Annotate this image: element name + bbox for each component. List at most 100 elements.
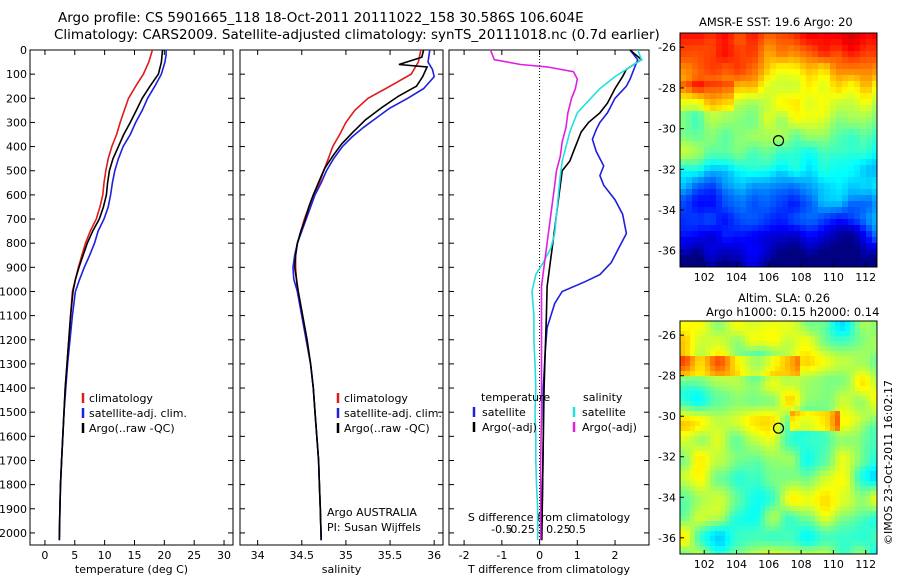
heatmap-cell: [775, 516, 780, 521]
heatmap-cell: [700, 406, 705, 411]
heatmap-cell: [770, 366, 775, 371]
heatmap-cell: [785, 476, 790, 481]
heatmap-cell: [815, 446, 820, 451]
heatmap-cell: [760, 386, 765, 391]
heatmap-cell: [825, 426, 830, 431]
heatmap-cell: [755, 356, 760, 361]
heatmap-cell: [745, 421, 750, 426]
heatmap-cell: [785, 466, 790, 471]
heatmap-cell: [705, 406, 710, 411]
heatmap-cell: [854, 153, 860, 159]
heatmap-cell: [758, 39, 764, 45]
heatmap-cell: [795, 341, 800, 346]
heatmap-cell: [824, 75, 830, 81]
heatmap-cell: [865, 426, 870, 431]
heatmap-cell: [805, 426, 810, 431]
heatmap-cell: [855, 396, 860, 401]
x-tick-label: -2: [459, 549, 470, 562]
heatmap-cell: [865, 526, 870, 531]
heatmap-cell: [720, 476, 725, 481]
heatmap-cell: [752, 123, 758, 129]
heatmap-cell: [704, 159, 710, 165]
heatmap-cell: [705, 421, 710, 426]
heatmap-cell: [680, 536, 685, 541]
heatmap-cell: [820, 386, 825, 391]
heatmap-cell: [870, 541, 875, 546]
heatmap-cell: [820, 406, 825, 411]
heatmap-cell: [740, 496, 745, 501]
heatmap-cell: [750, 501, 755, 506]
heatmap-cell: [810, 481, 815, 486]
heatmap-cell: [840, 481, 845, 486]
heatmap-cell: [800, 331, 805, 336]
heatmap-cell: [840, 511, 845, 516]
heatmap-cell: [820, 351, 825, 356]
heatmap-cell: [795, 496, 800, 501]
heatmap-cell: [725, 531, 730, 536]
heatmap-cell: [848, 105, 854, 111]
heatmap-cell: [680, 356, 685, 361]
legend-label: Argo(-adj): [482, 421, 537, 434]
heatmap-cell: [765, 546, 770, 551]
heatmap-cell: [775, 481, 780, 486]
heatmap-cell: [760, 541, 765, 546]
heatmap-cell: [765, 441, 770, 446]
heatmap-cell: [794, 189, 800, 195]
heatmap-cell: [725, 436, 730, 441]
heatmap-cell: [720, 436, 725, 441]
heatmap-cell: [695, 346, 700, 351]
heatmap-cell: [830, 451, 835, 456]
heatmap-cell: [815, 421, 820, 426]
heatmap-cell: [740, 81, 746, 87]
heatmap-cell: [824, 249, 830, 255]
heatmap-cell: [720, 536, 725, 541]
heatmap-cell: [850, 326, 855, 331]
heatmap-cell: [860, 456, 865, 461]
heatmap-cell: [870, 451, 875, 456]
heatmap-cell: [845, 341, 850, 346]
heatmap-cell: [830, 406, 835, 411]
heatmap-cell: [872, 261, 877, 267]
heatmap-cell: [825, 406, 830, 411]
heatmap-cell: [764, 207, 770, 213]
heatmap-cell: [740, 536, 745, 541]
heatmap-cell: [716, 153, 722, 159]
heatmap-cell: [830, 45, 836, 51]
heatmap-cell: [860, 391, 865, 396]
heatmap-cell: [740, 441, 745, 446]
heatmap-cell: [850, 331, 855, 336]
heatmap-cell: [825, 331, 830, 336]
heatmap-cell: [840, 336, 845, 341]
heatmap-cell: [830, 456, 835, 461]
heatmap-cell: [830, 346, 835, 351]
heatmap-cell: [690, 366, 695, 371]
heatmap-cell: [840, 321, 845, 326]
heatmap-cell: [805, 546, 810, 551]
heatmap-cell: [875, 426, 877, 431]
heatmap-cell: [728, 153, 734, 159]
heatmap-cell: [794, 153, 800, 159]
heatmap-cell: [785, 461, 790, 466]
heatmap-cell: [825, 496, 830, 501]
heatmap-cell: [735, 431, 740, 436]
heatmap-cell: [818, 189, 824, 195]
heatmap-cell: [760, 486, 765, 491]
heatmap-cell: [840, 341, 845, 346]
heatmap-cell: [818, 159, 824, 165]
heatmap-cell: [698, 261, 704, 267]
heatmap-cell: [760, 481, 765, 486]
heatmap-cell: [800, 531, 805, 536]
heatmap-cell: [685, 481, 690, 486]
heatmap-cell: [836, 225, 842, 231]
heatmap-cell: [780, 411, 785, 416]
heatmap-cell: [770, 171, 776, 177]
heatmap-cell: [755, 406, 760, 411]
heatmap-cell: [700, 321, 705, 326]
heatmap-cell: [765, 466, 770, 471]
heatmap-cell: [685, 351, 690, 356]
heatmap-cell: [824, 231, 830, 237]
heatmap-cell: [692, 195, 698, 201]
x-tick-label: 1: [574, 549, 581, 562]
heatmap-cell: [704, 99, 710, 105]
heatmap-cell: [820, 486, 825, 491]
